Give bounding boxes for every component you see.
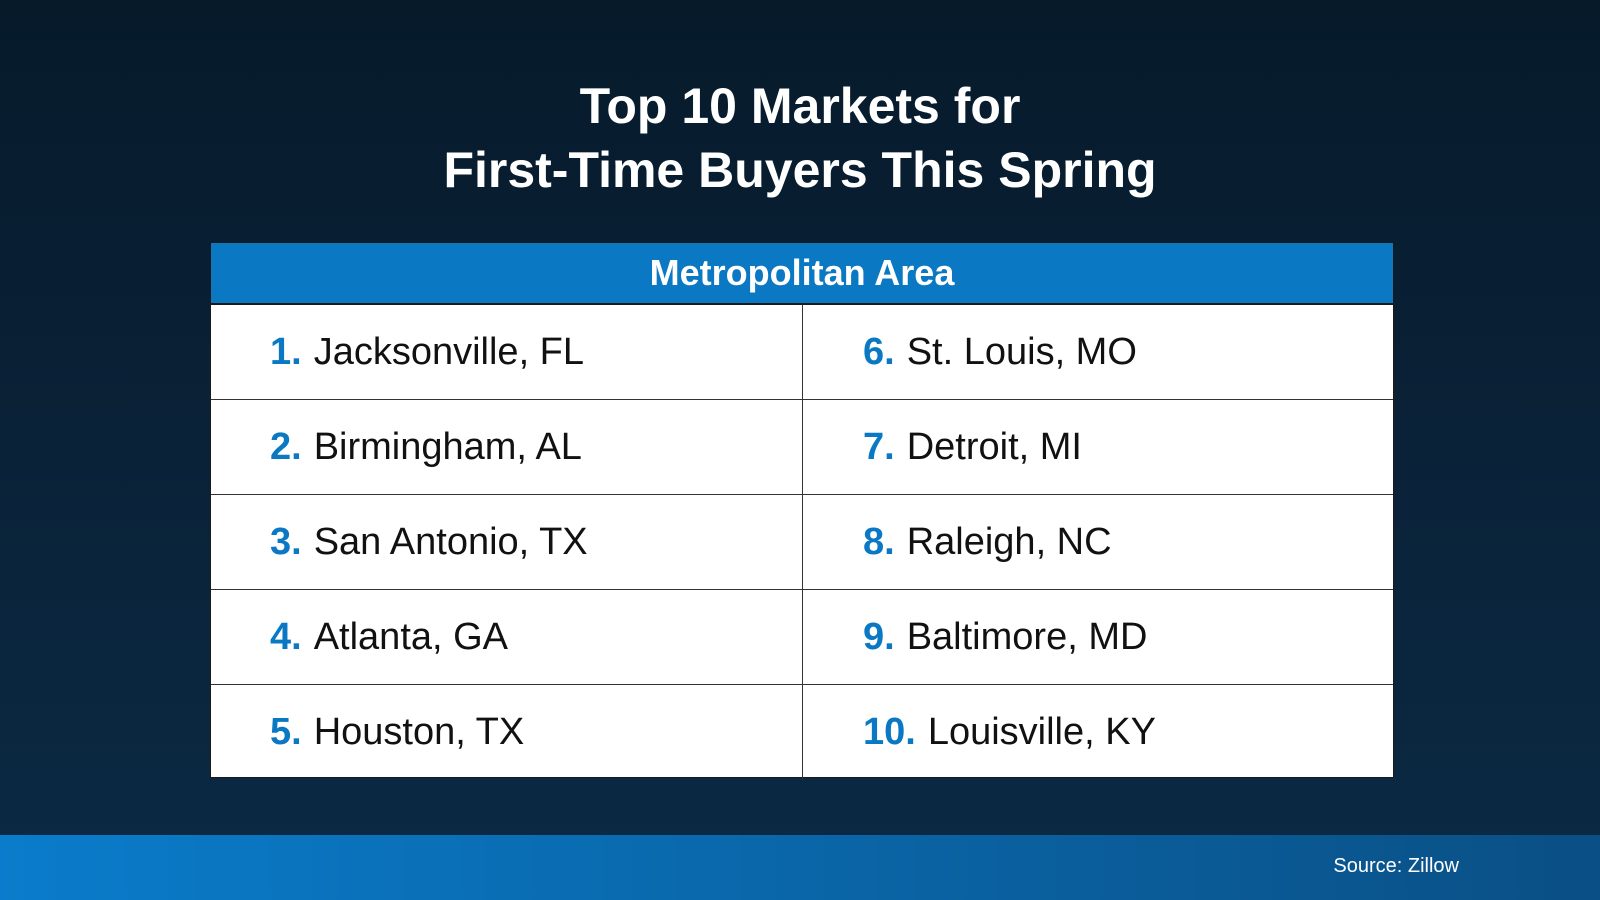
table-header: Metropolitan Area (211, 243, 1393, 305)
footer-band: Source: Zillow (0, 835, 1600, 900)
market-name: Detroit, MI (906, 425, 1082, 468)
rank: 5. (270, 711, 302, 753)
rank: 1. (270, 330, 302, 373)
market-name: Raleigh, NC (906, 520, 1112, 563)
rank: 4. (270, 615, 302, 658)
market-cell: 7. Detroit, MI (802, 400, 1393, 494)
market-cell: 2. Birmingham, AL (211, 400, 802, 494)
market-name: St. Louis, MO (906, 330, 1137, 373)
market-name: San Antonio, TX (313, 520, 588, 563)
rank: 6. (863, 330, 895, 373)
market-cell: 8. Raleigh, NC (802, 495, 1393, 589)
market-name: Houston, TX (313, 711, 525, 753)
market-name: Birmingham, AL (313, 425, 582, 468)
market-cell: 6. St. Louis, MO (802, 305, 1393, 399)
table-row: 3. San Antonio, TX 8. Raleigh, NC (211, 495, 1393, 590)
market-name: Louisville, KY (927, 711, 1156, 753)
market-cell: 1. Jacksonville, FL (211, 305, 802, 399)
market-cell: 3. San Antonio, TX (211, 495, 802, 589)
rank: 7. (863, 425, 895, 468)
table-row: 1. Jacksonville, FL 6. St. Louis, MO (211, 305, 1393, 400)
market-cell: 4. Atlanta, GA (211, 590, 802, 684)
source-note: Source: Zillow (1333, 855, 1459, 877)
table-row: 5. Houston, TX 10. Louisville, KY (211, 685, 1393, 780)
market-cell: 9. Baltimore, MD (802, 590, 1393, 684)
rank: 9. (863, 615, 895, 658)
table-row: 4. Atlanta, GA 9. Baltimore, MD (211, 590, 1393, 685)
market-name: Baltimore, MD (906, 615, 1148, 658)
markets-table: Metropolitan Area 1. Jacksonville, FL 6. St… (210, 242, 1394, 780)
rank: 10. (863, 711, 916, 753)
market-name: Jacksonville, FL (313, 330, 585, 373)
market-name: Atlanta, GA (313, 615, 509, 658)
market-cell: 10. Louisville, KY (802, 685, 1393, 780)
table-row: 2. Birmingham, AL 7. Detroit, MI (211, 400, 1393, 495)
title-line: First-Time Buyers This Spring (443, 142, 1157, 198)
market-cell: 5. Houston, TX (211, 685, 802, 780)
title-line: Top 10 Markets for (579, 78, 1021, 134)
rank: 2. (270, 425, 302, 468)
rank: 3. (270, 520, 302, 563)
rank: 8. (863, 520, 895, 563)
